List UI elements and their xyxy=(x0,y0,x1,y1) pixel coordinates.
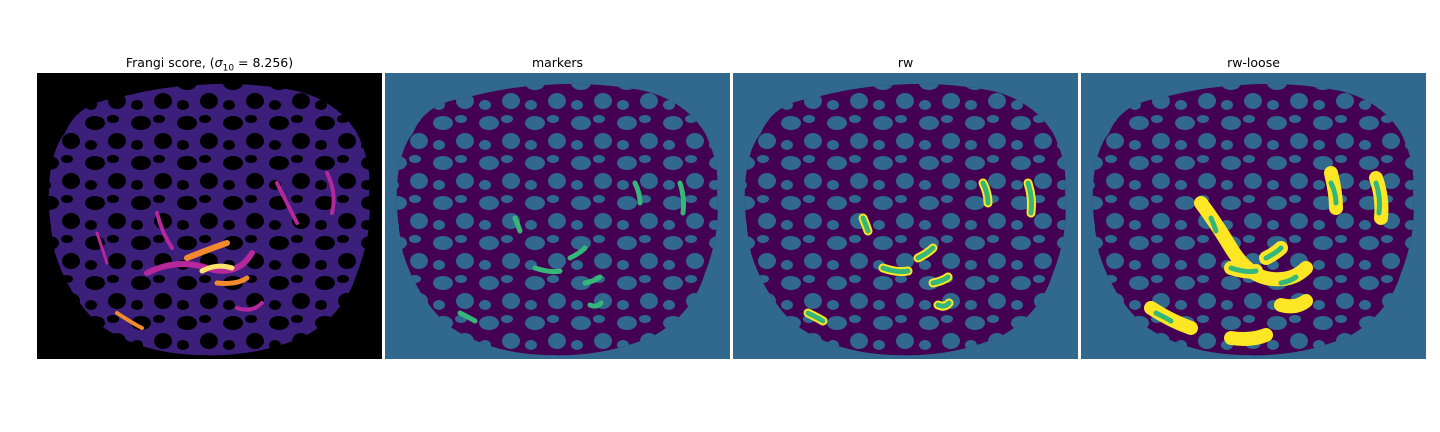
rw-green-regions xyxy=(805,180,1035,324)
panel-title-rw-loose: rw-loose xyxy=(1227,55,1280,70)
markers-image xyxy=(385,73,730,359)
rw-loose-green-regions xyxy=(1153,180,1383,324)
frangi-score-image xyxy=(37,73,382,359)
panel-title-markers: markers xyxy=(531,55,584,70)
panel-title-rw: rw xyxy=(897,55,914,70)
rw-loose-image xyxy=(1081,73,1426,359)
markers-green-regions xyxy=(457,180,687,324)
frangi-hot-vessels xyxy=(95,171,336,330)
panel-title-frangi: Frangi score, (σ10 = 8.256) xyxy=(125,55,294,74)
rw-image xyxy=(733,73,1078,359)
